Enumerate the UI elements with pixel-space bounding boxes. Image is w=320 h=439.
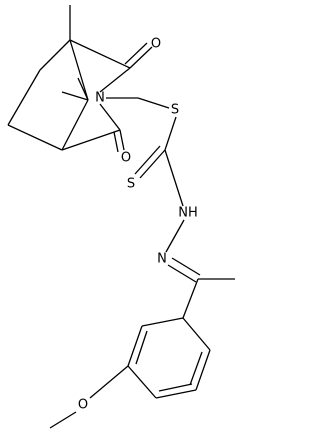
bond [69,39,131,69]
bond [129,46,153,69]
bond [139,149,166,179]
bond [189,351,203,386]
bond [141,317,184,327]
bond [49,411,77,429]
bond [171,257,201,276]
bond [124,42,148,65]
bond [119,129,125,151]
atom-label: NH [178,206,198,221]
bond [182,278,199,319]
bond [69,39,89,101]
bond [39,39,71,71]
bond [127,325,143,367]
atom-label: S [171,103,179,118]
atom-label: S [127,177,135,192]
bond [61,129,121,151]
atom-label: N [95,91,105,106]
bond [165,219,185,253]
bond [99,67,131,93]
bond [158,383,193,392]
atom-label: O [121,151,131,166]
bond [195,349,211,391]
molecule-diagram: O N O S S NH N O [7,5,235,429]
bond [113,131,119,153]
bonds [7,5,235,429]
bond [167,264,197,283]
bond [61,99,89,151]
bond [155,389,197,399]
bond [77,77,89,101]
atom-label: N [157,252,167,267]
bond [7,124,63,151]
atom-label: O [151,37,161,52]
atom-label: O [78,398,88,413]
bond [164,116,177,151]
bond [137,97,170,109]
bond [135,330,148,365]
bond [61,91,89,101]
bond [164,149,184,207]
bond [99,103,121,131]
bond [134,145,161,175]
bond [89,365,129,399]
bond [182,317,211,351]
atom-labels: O N O S S NH N O [78,37,198,413]
bond [7,69,41,126]
bond [127,365,157,399]
